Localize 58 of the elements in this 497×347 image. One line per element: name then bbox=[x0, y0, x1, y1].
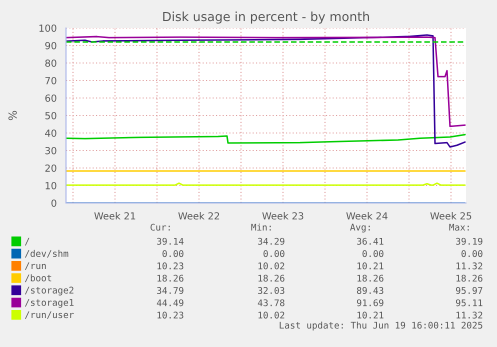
text: 32.03 bbox=[258, 287, 284, 294]
y-tick-label: 100 bbox=[39, 24, 56, 32]
text: 0.00 bbox=[264, 250, 284, 258]
legend-label: /run/user bbox=[24, 311, 74, 319]
text: Min: bbox=[251, 224, 271, 231]
text: 0.00 bbox=[362, 250, 384, 258]
x-tick-label: Week 21 bbox=[94, 212, 136, 220]
x-tick-label: Week 25 bbox=[430, 212, 472, 220]
y-tick-label: 80 bbox=[45, 59, 56, 67]
text: 18.26 bbox=[158, 274, 184, 282]
y-tick-label: 70 bbox=[45, 76, 56, 84]
text: 10.21 bbox=[358, 262, 384, 270]
y-axis-title: % bbox=[8, 110, 17, 120]
text: 91.69 bbox=[356, 299, 384, 306]
legend-label: /storage1 bbox=[24, 299, 74, 308]
text: Cur: bbox=[150, 224, 170, 231]
legend-label: /run bbox=[24, 262, 46, 270]
y-tick-label: 50 bbox=[45, 112, 56, 120]
x-tick-label: Week 24 bbox=[346, 212, 388, 220]
y-tick-label: 10 bbox=[46, 182, 56, 190]
text: 39.19 bbox=[456, 238, 482, 245]
text: 10.23 bbox=[158, 262, 184, 270]
text: 0.00 bbox=[462, 250, 482, 258]
legend-label: /dev/shm bbox=[24, 250, 68, 258]
text: 0.00 bbox=[162, 250, 184, 258]
y-tick-label: 30 bbox=[45, 146, 56, 154]
text: 34.79 bbox=[157, 287, 184, 294]
legend-label: /boot bbox=[24, 274, 52, 282]
text: 18.26 bbox=[358, 274, 384, 282]
text: 95.97 bbox=[456, 287, 482, 294]
x-tick-label: Week 22 bbox=[178, 212, 220, 220]
text: 10.02 bbox=[258, 312, 284, 319]
text: 11.32 bbox=[456, 262, 482, 270]
chart-title: Disk usage in percent - by month bbox=[163, 12, 369, 24]
text: Max: bbox=[449, 224, 469, 231]
text: 11.32 bbox=[456, 312, 482, 319]
text: 10.23 bbox=[158, 312, 184, 319]
text: 18.26 bbox=[258, 274, 284, 282]
text: 10.21 bbox=[358, 312, 384, 319]
text: 89.43 bbox=[356, 287, 384, 294]
y-tick-label: 40 bbox=[45, 129, 56, 137]
text: 10.02 bbox=[258, 262, 284, 270]
text: 36.41 bbox=[357, 238, 384, 245]
text: 44.49 bbox=[156, 299, 184, 306]
text: 34.29 bbox=[258, 238, 284, 245]
y-tick-label: 90 bbox=[45, 42, 56, 50]
y-tick-label: 0 bbox=[51, 199, 56, 207]
legend-label: /storage2 bbox=[24, 286, 74, 296]
text: 43.78 bbox=[258, 299, 284, 306]
x-tick-label: Week 23 bbox=[262, 212, 304, 220]
y-tick-label: 60 bbox=[45, 94, 56, 102]
text: Avg: bbox=[350, 224, 370, 232]
legend-label: / bbox=[24, 238, 30, 246]
text: Last update: Thu Jun 19 16:00:11 2025 bbox=[280, 322, 482, 330]
y-tick-label: 20 bbox=[45, 164, 56, 172]
text: 18.26 bbox=[456, 274, 482, 282]
text: 95.11 bbox=[456, 299, 482, 306]
text: 39.14 bbox=[157, 238, 184, 245]
